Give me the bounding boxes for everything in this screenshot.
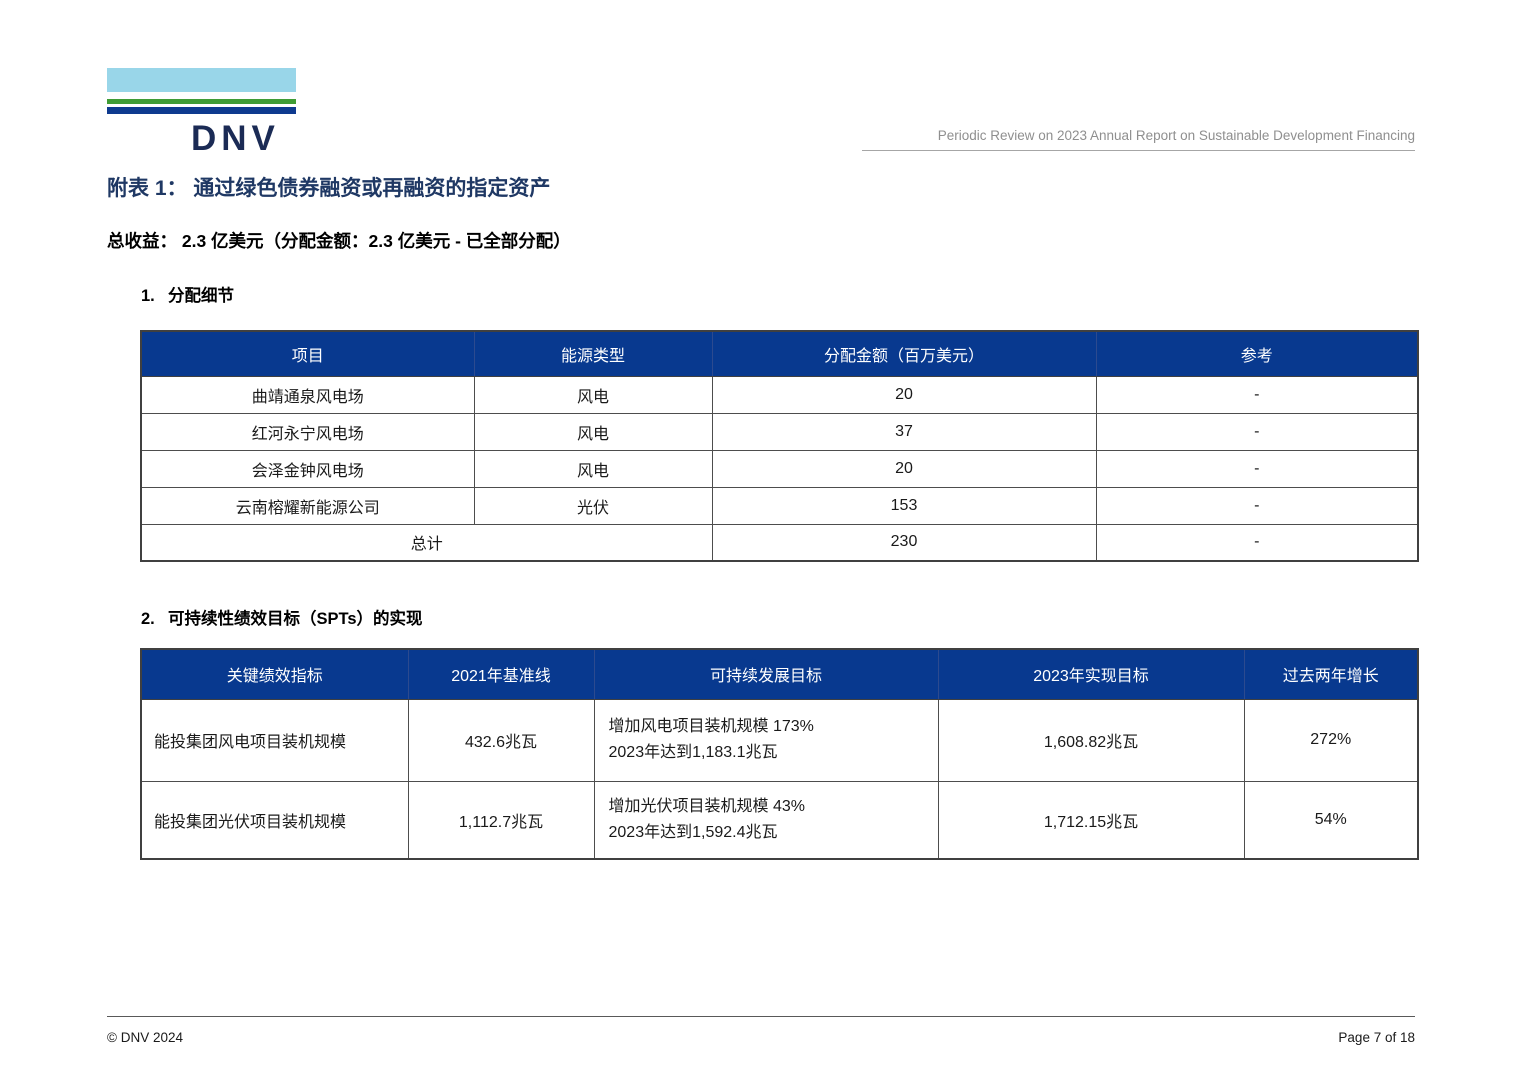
allocation-header-row: 项目 能源类型 分配金额（百万美元） 参考 bbox=[140, 330, 1419, 377]
energy-type-cell: 风电 bbox=[473, 375, 713, 414]
total-row: 总计 230 - bbox=[140, 523, 1419, 562]
dnv-wordmark: DNV bbox=[191, 119, 280, 158]
col-header-baseline: 2021年基准线 bbox=[407, 648, 595, 700]
page-subtitle: 总收益： 2.3 亿美元（分配金额：2.3 亿美元 - 已全部分配） bbox=[107, 231, 571, 251]
target-cell: 增加风电项目装机规模 173% 2023年达到1,183.1兆瓦 bbox=[593, 698, 939, 782]
section1-heading: 1. 分配细节 bbox=[141, 282, 234, 306]
total-amount-cell: 230 bbox=[711, 523, 1097, 562]
section1-number: 1. bbox=[141, 287, 155, 305]
achieved-cell: 1,712.15兆瓦 bbox=[937, 780, 1245, 860]
footer-page-number: Page 7 of 18 bbox=[1338, 1030, 1415, 1045]
target-line-2: 2023年达到1,592.4兆瓦 bbox=[608, 823, 778, 841]
section2-title: 可持续性绩效目标（SPTs）的实现 bbox=[168, 610, 423, 628]
baseline-cell: 432.6兆瓦 bbox=[407, 698, 595, 782]
dnv-logo: DNV bbox=[107, 68, 296, 157]
col-header-kpi: 关键绩效指标 bbox=[140, 648, 409, 700]
achieved-cell: 1,608.82兆瓦 bbox=[937, 698, 1245, 782]
logo-bar-green bbox=[107, 99, 296, 104]
amount-cell: 20 bbox=[711, 449, 1097, 488]
reference-cell: - bbox=[1095, 412, 1419, 451]
project-cell: 曲靖通泉风电场 bbox=[140, 375, 475, 414]
kpi-cell: 能投集团光伏项目装机规模 bbox=[140, 780, 409, 860]
table-row: 曲靖通泉风电场 风电 20 - bbox=[140, 375, 1419, 414]
target-line-2: 2023年达到1,183.1兆瓦 bbox=[608, 744, 778, 761]
total-label-cell: 总计 bbox=[140, 523, 713, 562]
col-header-energy-type: 能源类型 bbox=[473, 330, 713, 377]
page-title: 附表 1： 通过绿色债券融资或再融资的指定资产 bbox=[107, 177, 551, 200]
amount-cell: 20 bbox=[711, 375, 1097, 414]
col-header-project: 项目 bbox=[140, 330, 475, 377]
energy-type-cell: 风电 bbox=[473, 449, 713, 488]
amount-cell: 153 bbox=[711, 486, 1097, 525]
logo-bar-blue bbox=[107, 107, 296, 114]
target-cell: 增加光伏项目装机规模 43% 2023年达到1,592.4兆瓦 bbox=[593, 780, 939, 860]
col-header-growth: 过去两年增长 bbox=[1243, 648, 1419, 700]
logo-bar-lightblue bbox=[107, 68, 296, 92]
project-cell: 云南榕耀新能源公司 bbox=[140, 486, 475, 525]
reference-cell: - bbox=[1095, 449, 1419, 488]
reference-cell: - bbox=[1095, 486, 1419, 525]
reference-cell: - bbox=[1095, 375, 1419, 414]
energy-type-cell: 风电 bbox=[473, 412, 713, 451]
project-cell: 红河永宁风电场 bbox=[140, 412, 475, 451]
energy-type-cell: 光伏 bbox=[473, 486, 713, 525]
target-line-1: 增加光伏项目装机规模 43% bbox=[608, 797, 805, 815]
spt-row: 能投集团光伏项目装机规模 1,112.7兆瓦 增加光伏项目装机规模 43% 20… bbox=[140, 780, 1419, 860]
footer-copyright: © DNV 2024 bbox=[107, 1030, 183, 1045]
spt-header-row: 关键绩效指标 2021年基准线 可持续发展目标 2023年实现目标 过去两年增长 bbox=[140, 648, 1419, 700]
project-cell: 会泽金钟风电场 bbox=[140, 449, 475, 488]
col-header-reference: 参考 bbox=[1095, 330, 1419, 377]
growth-cell: 272% bbox=[1243, 698, 1419, 782]
section2-heading: 2. 可持续性绩效目标（SPTs）的实现 bbox=[141, 605, 423, 629]
kpi-cell: 能投集团风电项目装机规模 bbox=[140, 698, 409, 782]
col-header-achieved: 2023年实现目标 bbox=[937, 648, 1245, 700]
section1-title: 分配细节 bbox=[168, 287, 234, 305]
allocation-table: 项目 能源类型 分配金额（百万美元） 参考 曲靖通泉风电场 风电 20 - 红河… bbox=[140, 330, 1419, 562]
growth-cell: 54% bbox=[1243, 780, 1419, 860]
table-row: 云南榕耀新能源公司 光伏 153 - bbox=[140, 486, 1419, 525]
running-header: Periodic Review on 2023 Annual Report on… bbox=[862, 128, 1415, 151]
target-line-1: 增加风电项目装机规模 173% bbox=[608, 718, 814, 735]
spt-table: 关键绩效指标 2021年基准线 可持续发展目标 2023年实现目标 过去两年增长… bbox=[140, 648, 1419, 860]
table-row: 红河永宁风电场 风电 37 - bbox=[140, 412, 1419, 451]
amount-cell: 37 bbox=[711, 412, 1097, 451]
table-row: 会泽金钟风电场 风电 20 - bbox=[140, 449, 1419, 488]
spt-row: 能投集团风电项目装机规模 432.6兆瓦 增加风电项目装机规模 173% 202… bbox=[140, 698, 1419, 782]
col-header-target: 可持续发展目标 bbox=[593, 648, 939, 700]
page-footer: © DNV 2024 Page 7 of 18 bbox=[107, 1016, 1415, 1045]
baseline-cell: 1,112.7兆瓦 bbox=[407, 780, 595, 860]
section2-number: 2. bbox=[141, 610, 155, 628]
col-header-amount: 分配金额（百万美元） bbox=[711, 330, 1097, 377]
total-reference-cell: - bbox=[1095, 523, 1419, 562]
